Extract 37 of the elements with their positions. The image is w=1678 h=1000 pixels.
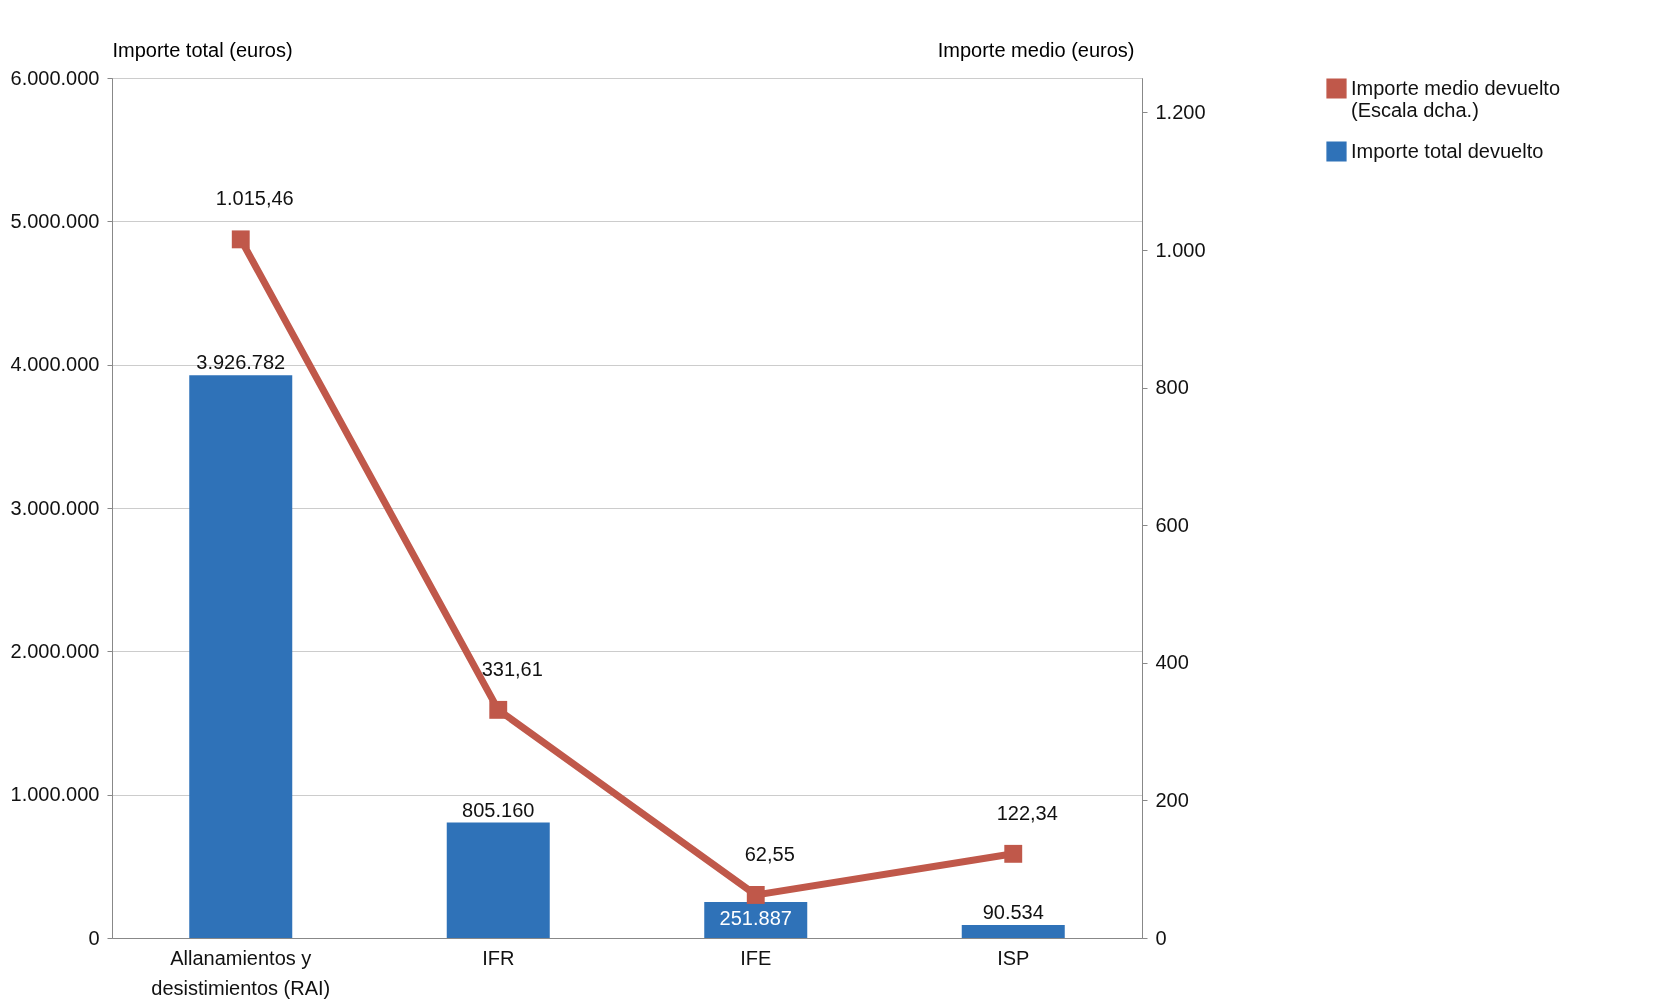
legend-label: Importe medio devuelto (Escala dcha.) [1351, 76, 1561, 121]
bar [446, 822, 550, 938]
y2-tick-label: 0 [1155, 926, 1167, 949]
data-label: 331,61 [481, 657, 543, 680]
y2-axis-title: Importe medio (euros) [937, 38, 1135, 61]
data-label: 122,34 [996, 801, 1058, 824]
data-label: 62,55 [744, 842, 795, 865]
y-tick-label: 6.000.000 [10, 66, 100, 89]
data-label: 1.015,46 [215, 187, 294, 210]
point [489, 700, 508, 719]
y-tick-label: 3.000.000 [10, 496, 100, 519]
point [746, 886, 765, 904]
y2-tick-label: 800 [1155, 376, 1189, 399]
y-tick-label: 5.000.000 [10, 209, 100, 232]
y2-tick-label: 1.000 [1155, 238, 1206, 261]
point [231, 230, 250, 249]
y2-tick-label: 600 [1155, 513, 1189, 536]
data-label: 805.160 [462, 798, 535, 821]
x-tick-label: IFR [482, 946, 515, 969]
y-tick-label: 0 [88, 926, 100, 949]
y-axis-title: Importe total (euros) [112, 38, 293, 61]
data-label: 90.534 [982, 901, 1044, 924]
point [1004, 844, 1023, 863]
y2-tick-label: 400 [1155, 651, 1189, 674]
y2-tick-label: 200 [1155, 788, 1189, 811]
bar [189, 375, 293, 938]
data-label: 3.926.782 [196, 351, 286, 374]
legend-label: Importe total devuelto [1351, 139, 1544, 162]
x-tick-label: Allanamientos y desistimientos (RAI) [151, 946, 331, 999]
y2-tick-label: 1.200 [1155, 100, 1206, 123]
y-tick-label: 2.000.000 [10, 639, 100, 662]
y-tick-label: 4.000.000 [10, 353, 100, 376]
x-tick-label: ISP [997, 946, 1030, 969]
data-label: 251.887 [719, 906, 792, 929]
y-tick-label: 1.000.000 [10, 783, 100, 806]
bar [961, 925, 1065, 938]
x-tick-label: IFE [740, 946, 772, 969]
